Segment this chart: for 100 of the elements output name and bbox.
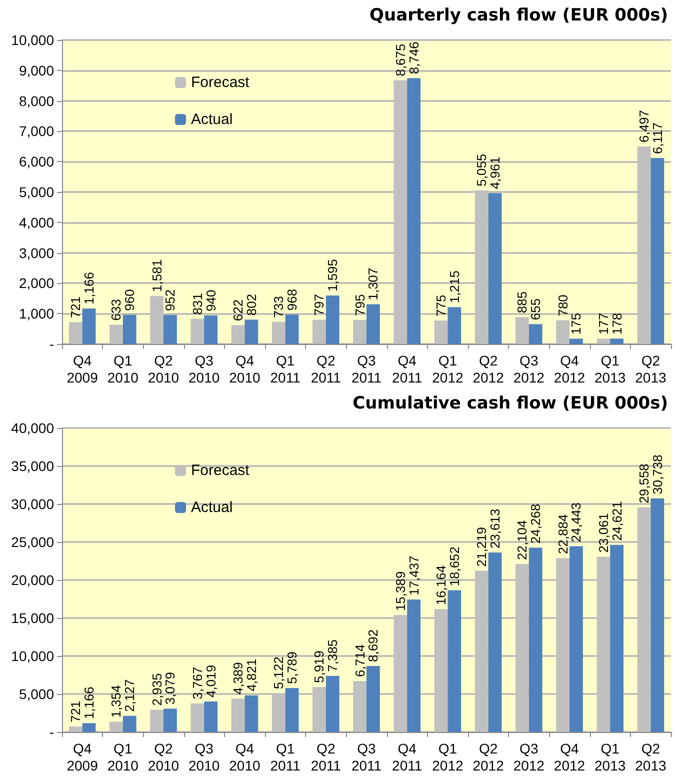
x-tick-label: Q4 2011 xyxy=(392,352,422,386)
y-tick-label: - xyxy=(49,724,54,740)
chart-title: Cumulative cash flow (EUR 000s) xyxy=(352,394,668,414)
data-label: 1,166 xyxy=(82,686,96,720)
bar xyxy=(394,80,408,344)
x-tick-label: Q2 2013 xyxy=(635,740,666,774)
data-label: 5,122 xyxy=(271,656,286,690)
data-label: 6,117 xyxy=(650,122,665,154)
bar xyxy=(570,338,583,344)
data-label: 24,268 xyxy=(528,504,544,544)
data-label: 6,714 xyxy=(352,644,368,677)
x-tick-label: Q2 2011 xyxy=(310,352,342,386)
y-tick-label: 5,000 xyxy=(18,686,54,702)
x-tick-label: Q4 2010 xyxy=(229,352,260,386)
data-label: 22,104 xyxy=(514,520,530,560)
data-label: 6,497 xyxy=(636,110,652,142)
bar xyxy=(610,338,624,344)
x-tick-label: Q4 2009 xyxy=(66,352,98,386)
bar xyxy=(570,546,583,732)
data-label: 968 xyxy=(284,288,300,311)
legend-label: Actual xyxy=(191,499,233,516)
bar xyxy=(231,698,245,732)
bar xyxy=(164,315,177,344)
x-tick-label: Q2 2012 xyxy=(472,352,504,386)
x-tick-label: Q3 2011 xyxy=(351,352,382,386)
x-tick-label: Q4 2012 xyxy=(554,352,586,386)
x-tick-label: Q2 2011 xyxy=(310,740,342,774)
data-label: 831 xyxy=(190,293,205,315)
bar xyxy=(434,320,448,344)
bar xyxy=(434,609,448,732)
data-label: 5,919 xyxy=(312,650,327,684)
y-tick-label: 9,000 xyxy=(18,62,54,78)
bar xyxy=(204,701,218,732)
data-label: 721 xyxy=(68,700,84,723)
bar xyxy=(448,307,462,344)
bar xyxy=(474,190,488,344)
x-tick-label: Q3 2010 xyxy=(188,740,220,774)
bar xyxy=(82,723,96,732)
bar xyxy=(637,146,651,344)
y-tick-label: 3,000 xyxy=(18,244,54,261)
y-tick-label: 7,000 xyxy=(18,123,54,140)
data-label: 4,821 xyxy=(244,658,259,692)
data-label: 622 xyxy=(230,299,246,322)
data-label: 1,354 xyxy=(108,685,124,718)
bar xyxy=(272,693,286,732)
x-tick-label: Q4 2009 xyxy=(66,740,98,774)
data-label: 24,443 xyxy=(568,502,584,542)
legend-label: Forecast xyxy=(191,74,250,91)
data-label: 175 xyxy=(568,312,584,335)
data-label: 952 xyxy=(162,289,178,312)
data-label: 177 xyxy=(596,312,611,335)
x-tick-label: Q2 2013 xyxy=(635,352,666,386)
legend-label: Forecast xyxy=(191,462,250,479)
bar xyxy=(110,722,123,732)
bar xyxy=(68,322,82,344)
bar xyxy=(556,320,570,344)
bar xyxy=(326,296,340,344)
y-tick-label: 8,000 xyxy=(18,92,54,109)
y-tick-label: 20,000 xyxy=(11,572,54,588)
x-tick-label: Q4 2010 xyxy=(229,740,260,774)
x-tick-label: Q1 2012 xyxy=(432,352,464,386)
data-label: 17,437 xyxy=(406,556,422,596)
data-label: 940 xyxy=(203,290,218,312)
data-label: 802 xyxy=(244,294,259,316)
legend-label: Actual xyxy=(191,111,233,128)
y-tick-label: 6,000 xyxy=(18,154,54,170)
data-label: 7,385 xyxy=(325,639,340,672)
bar xyxy=(516,317,529,344)
bar xyxy=(407,78,420,344)
data-label: 885 xyxy=(514,291,530,314)
data-label: 1,215 xyxy=(446,270,462,304)
data-label: 633 xyxy=(108,299,124,321)
bar xyxy=(488,193,502,344)
bar xyxy=(394,615,408,732)
data-label: 4,019 xyxy=(203,664,218,698)
bar xyxy=(556,558,570,732)
bar xyxy=(244,320,258,344)
data-label: 3,767 xyxy=(190,666,205,700)
data-label: 16,164 xyxy=(434,565,448,606)
x-tick-label: Q1 2013 xyxy=(594,352,626,386)
y-tick-label: 5,000 xyxy=(18,184,54,200)
y-tick-label: 35,000 xyxy=(11,458,54,474)
bar xyxy=(596,556,610,732)
bar xyxy=(528,548,542,732)
y-tick-label: 2,000 xyxy=(18,275,54,292)
data-label: 775 xyxy=(434,294,448,316)
x-tick-label: Q1 2012 xyxy=(432,740,464,774)
bar xyxy=(528,324,542,344)
data-label: 1,595 xyxy=(325,258,340,292)
data-label: 23,061 xyxy=(596,512,611,553)
data-label: 1,307 xyxy=(366,268,381,300)
data-label: 23,613 xyxy=(488,508,502,549)
bar xyxy=(164,708,177,732)
y-tick-label: 4,000 xyxy=(18,214,54,230)
bar xyxy=(474,570,488,732)
bar xyxy=(650,498,664,732)
chart-title: Quarterly cash flow (EUR 000s) xyxy=(370,6,668,26)
bar xyxy=(150,710,164,732)
data-label: 2,935 xyxy=(149,673,164,706)
data-label: 24,621 xyxy=(609,501,624,541)
